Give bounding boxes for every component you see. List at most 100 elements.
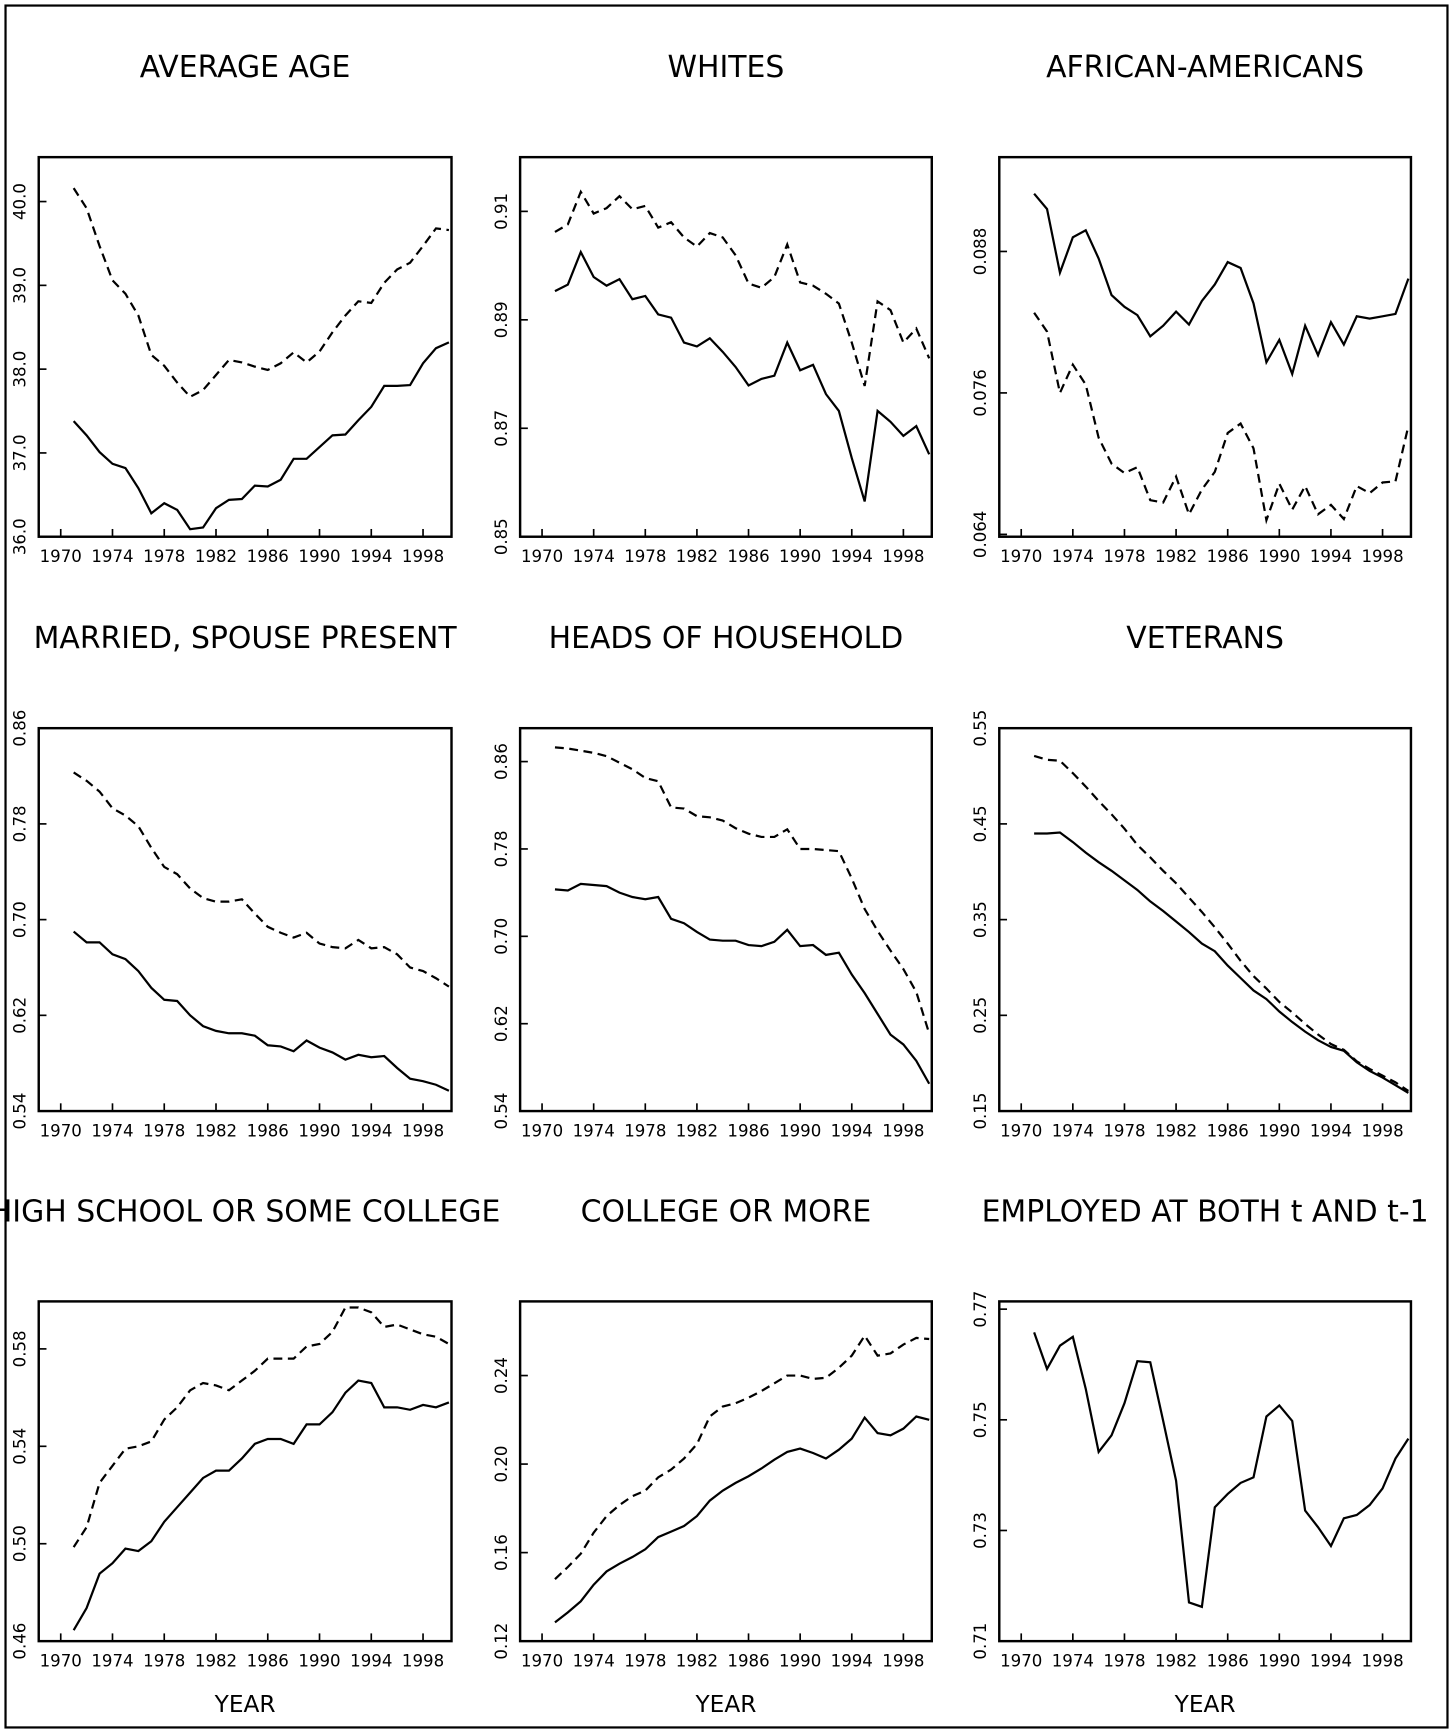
chart-title: EMPLOYED AT BOTH t AND t-1 — [982, 1194, 1429, 1229]
x-tick-label: 1970 — [521, 547, 563, 566]
y-tick-label: 0.91 — [492, 193, 511, 230]
x-tick-label: 1994 — [350, 1122, 392, 1141]
plot-frame — [37, 155, 453, 538]
y-tick-label: 38.0 — [11, 351, 30, 388]
series-line — [554, 1333, 930, 1580]
series-line — [554, 1415, 930, 1624]
x-tick-label: 1986 — [727, 547, 769, 566]
x-axis-label: YEAR — [695, 1691, 757, 1718]
y-tick-label: 0.62 — [492, 1005, 511, 1042]
y-tick-label: 0.076 — [971, 369, 990, 416]
x-tick-label: 1982 — [1155, 547, 1197, 566]
chart-title: WHITES — [668, 50, 785, 85]
series-line — [72, 187, 450, 399]
y-tick-label: 0.45 — [971, 805, 990, 842]
y-tick-label: 0.50 — [11, 1525, 30, 1562]
y-tick-label: 0.87 — [492, 410, 511, 447]
x-tick-label: 1978 — [624, 1652, 666, 1671]
plot-frame — [998, 155, 1413, 538]
x-tick-label: 1990 — [779, 1652, 821, 1671]
x-tick-label: 1986 — [247, 547, 289, 566]
chart-title: HEADS OF HOUSEHOLD — [549, 621, 904, 656]
plot-frame — [518, 155, 933, 538]
plot-frame — [518, 1300, 933, 1643]
x-tick-label: 1978 — [143, 547, 185, 566]
x-tick-label: 1994 — [1310, 1122, 1352, 1141]
x-tick-label: 1998 — [882, 1122, 924, 1141]
x-tick-label: 1998 — [1361, 1652, 1403, 1671]
series-line — [554, 249, 931, 502]
y-tick-label: 0.58 — [11, 1330, 30, 1367]
y-tick-label: 0.70 — [492, 918, 511, 955]
y-tick-label: 0.77 — [971, 1291, 990, 1328]
plot-frame — [998, 1300, 1413, 1643]
x-tick-label: 1970 — [1000, 547, 1042, 566]
x-tick-label: 1990 — [298, 1122, 340, 1141]
x-tick-label: 1994 — [831, 547, 873, 566]
y-tick-label: 0.85 — [492, 518, 511, 555]
x-tick-label: 1986 — [1207, 1122, 1249, 1141]
x-tick-label: 1994 — [1310, 547, 1352, 566]
series-line — [73, 771, 450, 988]
x-axis-label: YEAR — [1174, 1691, 1236, 1718]
x-tick-label: 1978 — [143, 1122, 185, 1141]
x-tick-label: 1994 — [831, 1122, 873, 1141]
x-tick-label: 1974 — [1052, 1652, 1094, 1671]
y-tick-label: 0.088 — [971, 228, 990, 275]
x-tick-label: 1974 — [573, 1122, 615, 1141]
y-tick-label: 0.62 — [11, 997, 30, 1034]
series-line — [72, 930, 450, 1092]
series-line — [1033, 312, 1410, 525]
x-tick-label: 1998 — [402, 1652, 444, 1671]
series-line — [72, 341, 450, 531]
y-tick-label: 36.0 — [11, 518, 30, 555]
chart-title: HIGH SCHOOL OR SOME COLLEGE — [0, 1194, 500, 1229]
y-tick-label: 0.24 — [492, 1357, 511, 1394]
x-tick-label: 1982 — [195, 1652, 237, 1671]
x-tick-label: 1986 — [1207, 547, 1249, 566]
chart-title: MARRIED, SPOUSE PRESENT — [34, 621, 458, 656]
plot-frame — [37, 726, 453, 1113]
plot-frame — [37, 1300, 453, 1643]
x-tick-label: 1970 — [1000, 1122, 1042, 1141]
x-tick-label: 1990 — [779, 1122, 821, 1141]
x-tick-label: 1990 — [298, 1652, 340, 1671]
series-line — [1033, 754, 1409, 1092]
series-line — [1033, 1332, 1410, 1609]
chart-title: VETERANS — [1126, 621, 1284, 656]
chart-title: AFRICAN-AMERICANS — [1046, 50, 1364, 85]
figure-border — [4, 4, 1449, 1729]
x-tick-label: 1982 — [676, 1122, 718, 1141]
y-tick-label: 0.78 — [11, 805, 30, 842]
x-tick-label: 1990 — [298, 547, 340, 566]
x-tick-label: 1974 — [1052, 1122, 1094, 1141]
y-tick-label: 0.73 — [971, 1512, 990, 1549]
series-line — [554, 189, 931, 387]
x-tick-label: 1986 — [247, 1122, 289, 1141]
x-tick-label: 1978 — [143, 1652, 185, 1671]
y-tick-label: 0.78 — [492, 830, 511, 867]
y-tick-label: 0.86 — [11, 710, 30, 747]
y-tick-label: 0.54 — [11, 1093, 30, 1130]
x-tick-label: 1986 — [727, 1652, 769, 1671]
y-tick-label: 0.16 — [492, 1534, 511, 1571]
plot-frame — [518, 726, 933, 1113]
y-tick-label: 0.70 — [11, 901, 30, 938]
x-tick-label: 1974 — [573, 547, 615, 566]
y-tick-label: 0.15 — [971, 1093, 990, 1130]
x-tick-label: 1970 — [1000, 1652, 1042, 1671]
x-tick-label: 1970 — [521, 1122, 563, 1141]
x-tick-label: 1994 — [831, 1652, 873, 1671]
x-tick-label: 1994 — [350, 547, 392, 566]
series-line — [72, 1379, 450, 1631]
y-tick-label: 0.55 — [971, 710, 990, 747]
y-tick-label: 0.75 — [971, 1401, 990, 1438]
x-tick-label: 1998 — [1361, 547, 1403, 566]
y-tick-label: 0.35 — [971, 901, 990, 938]
x-tick-label: 1982 — [1155, 1652, 1197, 1671]
x-tick-label: 1990 — [1258, 1122, 1300, 1141]
x-tick-label: 1974 — [91, 1122, 133, 1141]
x-tick-label: 1994 — [1310, 1652, 1352, 1671]
x-tick-label: 1998 — [882, 547, 924, 566]
